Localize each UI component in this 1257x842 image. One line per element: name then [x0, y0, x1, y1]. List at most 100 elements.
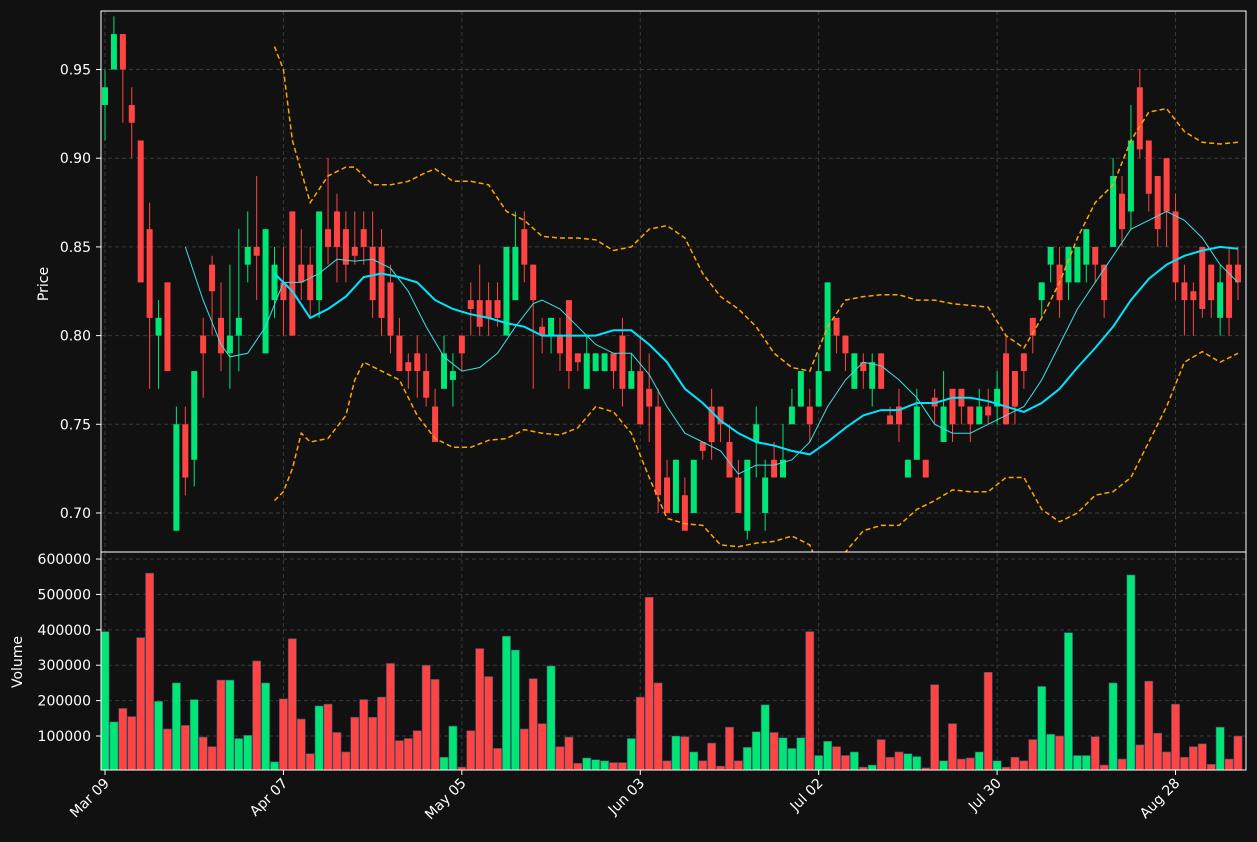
y-tick-label: 0.70	[60, 506, 91, 522]
candle-body	[316, 211, 323, 301]
volume-bar	[635, 696, 645, 770]
volume-bar	[475, 648, 485, 770]
candle-body	[146, 229, 153, 318]
candle-body	[664, 477, 671, 513]
y-tick-label: 600000	[38, 552, 91, 568]
candle-body	[191, 371, 198, 460]
volume-bar	[1055, 735, 1064, 770]
volume-bar	[1090, 736, 1100, 770]
volume-bar	[510, 649, 520, 770]
volume-bar	[252, 660, 262, 770]
candle-body	[1136, 87, 1143, 150]
volume-bar	[1072, 755, 1082, 770]
volume-bar	[1108, 682, 1118, 770]
volume-bar	[992, 760, 1002, 770]
volume-bar	[350, 716, 360, 770]
volume-bar	[841, 755, 850, 770]
candle-body	[628, 371, 635, 389]
candle-body	[762, 477, 769, 513]
candle-body	[967, 406, 974, 425]
candle-body	[280, 282, 287, 301]
candle-body	[1190, 291, 1197, 301]
volume-bar	[618, 762, 627, 770]
volume-bar	[885, 756, 895, 770]
volume-panel	[101, 572, 1243, 770]
grid	[101, 11, 1246, 770]
volume-bar	[725, 726, 734, 770]
price-panel	[102, 16, 1241, 552]
volume-bar	[653, 682, 663, 770]
candle-body	[244, 246, 251, 265]
volume-bar	[270, 761, 279, 770]
volume-bar	[359, 699, 369, 770]
volume-bar	[412, 730, 422, 770]
candle-body	[788, 406, 795, 425]
candle-body	[583, 353, 590, 389]
candle-body	[458, 335, 465, 354]
volume-bar	[314, 705, 324, 770]
volume-bar	[1224, 758, 1234, 770]
candle-body	[173, 424, 180, 531]
candle-body	[378, 246, 385, 318]
volume-bar	[1028, 739, 1038, 770]
x-tick-label: Aug 28	[1137, 776, 1183, 822]
indicator-line	[273, 46, 1239, 372]
candle-body	[119, 34, 126, 70]
candle-body	[1047, 246, 1054, 265]
volume-bar	[1001, 766, 1011, 770]
candle-body	[940, 406, 947, 443]
volume-bar	[733, 760, 743, 770]
candle-body	[200, 335, 207, 354]
volume-bar	[386, 663, 395, 770]
candle-body	[1029, 317, 1036, 336]
volume-bar	[546, 665, 556, 770]
volume-bar	[644, 596, 654, 770]
candle-body	[128, 105, 135, 123]
volume-bar	[109, 721, 119, 770]
volume-bar	[457, 766, 467, 770]
volume-bar	[680, 736, 690, 770]
candle-body	[539, 326, 546, 336]
volume-bar	[519, 728, 529, 770]
volume-bar	[849, 751, 859, 770]
volume-bar	[145, 572, 155, 770]
volume-bar	[225, 679, 235, 770]
candle-body	[467, 300, 474, 309]
price-axis-label: Price	[36, 267, 52, 301]
candle-body	[503, 246, 510, 336]
candle-body	[922, 459, 929, 478]
candle-body	[494, 300, 501, 318]
volume-bar	[439, 756, 449, 770]
candle-body	[1020, 353, 1027, 372]
candle-body	[1208, 264, 1215, 301]
candle-body	[325, 229, 332, 247]
volume-bar	[582, 757, 592, 770]
y-tick-label: 0.90	[60, 151, 91, 167]
indicator-line	[273, 245, 1239, 456]
candle-body	[1003, 353, 1010, 425]
candle-body	[226, 335, 233, 354]
volume-bar	[537, 723, 547, 770]
candle-body	[699, 442, 706, 451]
volume-bar	[101, 631, 110, 770]
candle-body	[387, 282, 394, 336]
candle-body	[1101, 264, 1108, 301]
y-tick-label: 0.75	[60, 417, 91, 433]
candle-body	[217, 317, 224, 354]
indicator-line	[184, 210, 1239, 475]
candle-body	[1065, 246, 1072, 283]
candle-body	[289, 211, 296, 336]
candle-body	[1127, 140, 1134, 212]
volume-bar	[118, 708, 128, 770]
candle-body	[913, 406, 920, 460]
y-tick-label: 400000	[38, 623, 91, 639]
volume-bar	[823, 741, 833, 770]
volume-bar	[403, 738, 413, 770]
volume-bar	[296, 718, 306, 770]
volume-bar	[502, 635, 511, 770]
candle-body	[182, 424, 189, 478]
y-tick-label: 100000	[38, 729, 91, 745]
candle-body	[904, 459, 911, 478]
candle-body	[592, 353, 599, 372]
volume-bar	[1019, 760, 1029, 770]
